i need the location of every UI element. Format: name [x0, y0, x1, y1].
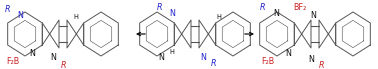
Text: N: N [273, 10, 279, 18]
Text: R: R [5, 6, 11, 14]
Text: N: N [50, 53, 56, 63]
Text: N: N [158, 53, 164, 61]
Text: BF₂: BF₂ [293, 4, 307, 12]
Text: R: R [260, 2, 266, 12]
Text: N: N [308, 55, 314, 63]
Text: N: N [169, 10, 175, 18]
Text: R: R [157, 2, 163, 12]
Text: R: R [211, 59, 217, 69]
Text: H: H [170, 49, 174, 55]
Text: N: N [200, 53, 206, 61]
Text: N: N [310, 10, 316, 20]
Text: N: N [29, 49, 35, 59]
Text: F₂B: F₂B [6, 57, 20, 65]
Text: R: R [61, 61, 67, 69]
Text: H: H [217, 14, 222, 20]
Text: R: R [319, 61, 325, 69]
Text: H: H [74, 14, 79, 20]
Text: N: N [285, 49, 291, 59]
Text: F₂B: F₂B [261, 57, 275, 67]
Text: N: N [17, 12, 23, 20]
